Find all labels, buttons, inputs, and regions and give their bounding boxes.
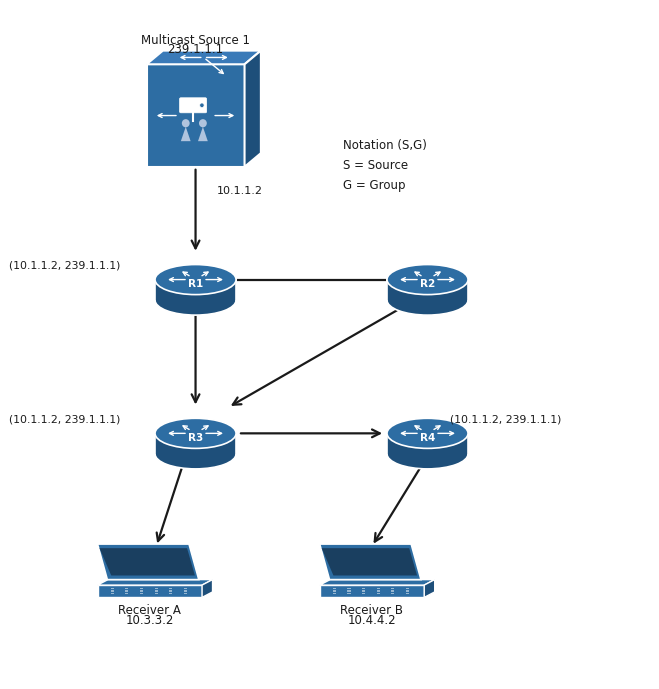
Polygon shape bbox=[155, 433, 236, 454]
Polygon shape bbox=[391, 593, 395, 595]
Text: Receiver B: Receiver B bbox=[341, 604, 403, 617]
Polygon shape bbox=[362, 593, 365, 595]
Ellipse shape bbox=[155, 439, 236, 469]
Polygon shape bbox=[140, 588, 143, 589]
Polygon shape bbox=[406, 593, 409, 595]
Polygon shape bbox=[125, 588, 129, 589]
Ellipse shape bbox=[387, 285, 468, 315]
Polygon shape bbox=[362, 590, 365, 592]
Polygon shape bbox=[100, 548, 195, 575]
Polygon shape bbox=[198, 127, 208, 141]
Polygon shape bbox=[98, 544, 199, 579]
Polygon shape bbox=[320, 579, 435, 585]
Ellipse shape bbox=[387, 418, 468, 449]
Polygon shape bbox=[333, 590, 336, 592]
Ellipse shape bbox=[199, 119, 207, 127]
Polygon shape bbox=[406, 588, 409, 589]
Text: (10.1.1.2, 239.1.1.1): (10.1.1.2, 239.1.1.1) bbox=[9, 261, 121, 271]
Polygon shape bbox=[347, 593, 351, 595]
Text: R4: R4 bbox=[420, 433, 435, 443]
Text: 239.1.1.1: 239.1.1.1 bbox=[167, 43, 223, 56]
Polygon shape bbox=[362, 588, 365, 589]
Polygon shape bbox=[125, 593, 129, 595]
Text: 10.4.4.2: 10.4.4.2 bbox=[348, 615, 396, 628]
Polygon shape bbox=[387, 280, 468, 300]
Text: (10.1.1.2, 239.1.1.1): (10.1.1.2, 239.1.1.1) bbox=[450, 415, 561, 424]
Polygon shape bbox=[333, 593, 336, 595]
Polygon shape bbox=[406, 590, 409, 592]
Polygon shape bbox=[98, 579, 213, 585]
Polygon shape bbox=[111, 588, 114, 589]
Polygon shape bbox=[155, 280, 236, 300]
Polygon shape bbox=[140, 590, 143, 592]
Polygon shape bbox=[391, 588, 395, 589]
Polygon shape bbox=[169, 590, 172, 592]
Polygon shape bbox=[320, 585, 424, 597]
Polygon shape bbox=[169, 588, 172, 589]
Text: R3: R3 bbox=[188, 433, 203, 443]
Polygon shape bbox=[169, 593, 172, 595]
Polygon shape bbox=[347, 588, 351, 589]
Polygon shape bbox=[387, 433, 468, 454]
Ellipse shape bbox=[387, 265, 468, 295]
FancyBboxPatch shape bbox=[179, 98, 207, 113]
Polygon shape bbox=[184, 590, 187, 592]
Polygon shape bbox=[146, 50, 261, 64]
Text: R2: R2 bbox=[420, 279, 435, 289]
Polygon shape bbox=[322, 548, 417, 575]
Text: Multicast Source 1: Multicast Source 1 bbox=[141, 34, 250, 48]
Polygon shape bbox=[154, 588, 158, 589]
Text: Receiver A: Receiver A bbox=[119, 604, 181, 617]
Polygon shape bbox=[320, 544, 421, 579]
Text: Notation (S,G)
S = Source
G = Group: Notation (S,G) S = Source G = Group bbox=[343, 139, 426, 192]
Ellipse shape bbox=[155, 265, 236, 295]
Polygon shape bbox=[111, 593, 114, 595]
Polygon shape bbox=[184, 593, 187, 595]
Polygon shape bbox=[377, 590, 380, 592]
Polygon shape bbox=[377, 593, 380, 595]
Polygon shape bbox=[347, 590, 351, 592]
Polygon shape bbox=[184, 588, 187, 589]
Polygon shape bbox=[391, 590, 395, 592]
Ellipse shape bbox=[182, 119, 190, 127]
Text: 10.3.3.2: 10.3.3.2 bbox=[126, 615, 174, 628]
Ellipse shape bbox=[155, 418, 236, 449]
Polygon shape bbox=[202, 579, 213, 597]
Polygon shape bbox=[154, 590, 158, 592]
Polygon shape bbox=[181, 127, 190, 141]
Polygon shape bbox=[244, 50, 261, 167]
Ellipse shape bbox=[155, 285, 236, 315]
Polygon shape bbox=[377, 588, 380, 589]
Polygon shape bbox=[146, 64, 244, 167]
Polygon shape bbox=[333, 588, 336, 589]
Ellipse shape bbox=[200, 103, 204, 107]
Polygon shape bbox=[111, 590, 114, 592]
Polygon shape bbox=[154, 593, 158, 595]
Polygon shape bbox=[125, 590, 129, 592]
Polygon shape bbox=[140, 593, 143, 595]
Ellipse shape bbox=[387, 439, 468, 469]
Text: R1: R1 bbox=[188, 279, 203, 289]
Polygon shape bbox=[424, 579, 435, 597]
Text: (10.1.1.2, 239.1.1.1): (10.1.1.2, 239.1.1.1) bbox=[9, 415, 121, 424]
Text: 10.1.1.2: 10.1.1.2 bbox=[216, 186, 262, 196]
Polygon shape bbox=[98, 585, 202, 597]
